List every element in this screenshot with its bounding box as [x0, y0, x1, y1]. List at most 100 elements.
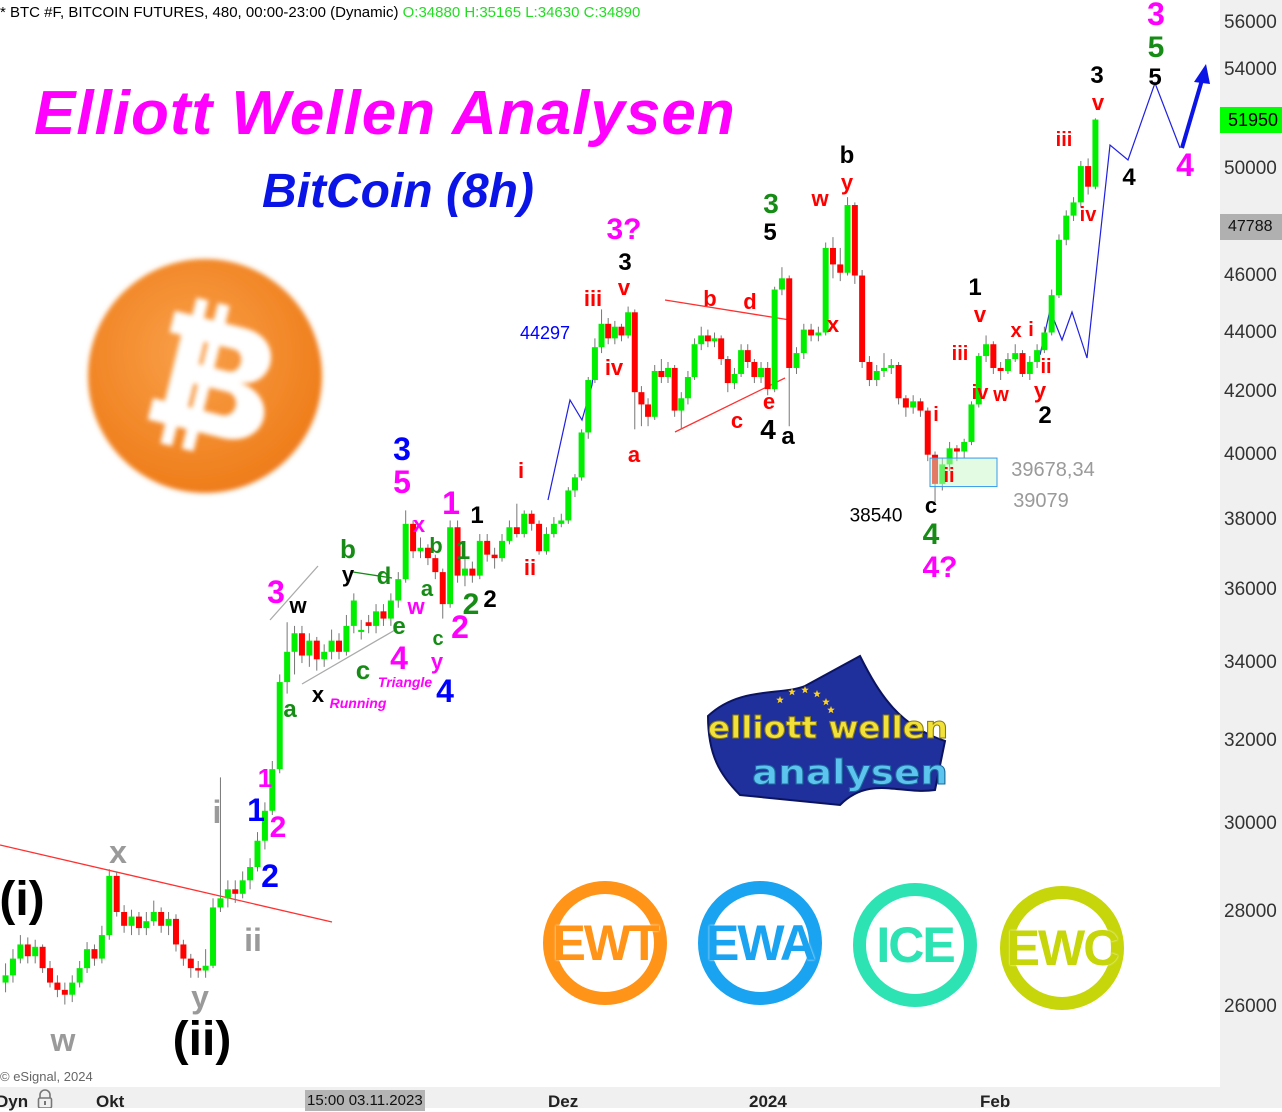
- wave-label: ii: [1040, 356, 1052, 378]
- wave-label: a: [781, 423, 795, 450]
- candle-body: [461, 568, 468, 576]
- candle-body: [684, 376, 691, 399]
- chart-plot-area[interactable]: * BTC #F, BITCOIN FUTURES, 480, 00:00-23…: [0, 0, 1220, 1087]
- candle-body: [645, 404, 652, 417]
- candle: [975, 353, 982, 408]
- wave-label: 1: [247, 792, 265, 828]
- candle: [47, 960, 54, 988]
- page-title: Elliott Wellen Analysen: [34, 79, 736, 148]
- candle: [738, 344, 745, 377]
- wave-label: 39678,34: [1011, 459, 1095, 481]
- candle-body: [402, 523, 409, 580]
- wave-label: iv: [971, 382, 989, 404]
- candle-body: [476, 540, 483, 576]
- price-axis[interactable]: 56000 54000 50000 46000 44000 42000 40000 38000…: [1220, 0, 1282, 1087]
- price-tick: 54000: [1224, 58, 1277, 80]
- candle: [895, 361, 902, 405]
- candle-body: [150, 911, 157, 922]
- wave-label: 4: [1176, 147, 1194, 183]
- candle-body: [565, 490, 572, 521]
- candle-body: [651, 370, 658, 417]
- wave-label: b: [340, 534, 356, 564]
- candle-body: [598, 323, 605, 348]
- candle-body: [306, 640, 313, 656]
- price-tick: 42000: [1224, 381, 1277, 403]
- candle: [651, 364, 658, 420]
- star-icon: [822, 698, 830, 706]
- candle: [718, 335, 725, 365]
- wave-label: x: [412, 512, 426, 537]
- instrument-info: * BTC #F, BITCOIN FUTURES, 480, 00:00-23…: [0, 4, 399, 21]
- candle-body: [895, 364, 902, 399]
- candle-body: [837, 264, 844, 273]
- candle-body: [298, 633, 305, 656]
- wave-label: 4: [390, 640, 408, 676]
- candle: [1063, 210, 1070, 246]
- candle: [195, 960, 202, 978]
- candle-body: [217, 898, 224, 908]
- candle-body: [851, 205, 858, 276]
- candle: [54, 975, 61, 998]
- candle: [84, 942, 91, 973]
- wave-label: 1: [455, 535, 471, 565]
- candle-body: [1055, 239, 1062, 296]
- connector-line: [352, 571, 393, 579]
- candle: [543, 527, 550, 555]
- candle: [866, 356, 873, 387]
- lock-icon[interactable]: [36, 1089, 54, 1108]
- wave-label: b: [839, 142, 855, 169]
- wave-label: 2: [269, 811, 287, 844]
- candle: [165, 911, 172, 936]
- candle: [484, 534, 491, 562]
- time-tick: Feb: [980, 1092, 1011, 1111]
- candle: [968, 401, 975, 446]
- wave-label: 5: [1148, 64, 1162, 91]
- candle: [276, 674, 283, 774]
- candle: [395, 572, 402, 608]
- candle-body: [343, 625, 350, 652]
- time-axis[interactable]: Dyn Okt 15:00 03.11.2023 Dez 2024 Feb: [0, 1087, 1282, 1111]
- candle-body: [328, 640, 335, 652]
- time-tick: Dez: [548, 1092, 579, 1111]
- candle: [1012, 344, 1019, 362]
- wave-label: a: [420, 576, 434, 601]
- wave-label: 4: [1122, 164, 1136, 191]
- candle-body: [822, 247, 829, 333]
- candle-body: [1048, 295, 1055, 333]
- candle: [469, 561, 476, 583]
- wave-label: 4: [922, 518, 940, 551]
- candle: [106, 869, 113, 940]
- candle: [261, 802, 268, 850]
- candle: [684, 370, 691, 405]
- candle: [158, 907, 165, 933]
- candle: [424, 544, 431, 566]
- candle: [698, 326, 705, 351]
- candle-body: [691, 344, 698, 377]
- candle: [343, 614, 350, 656]
- candle: [69, 975, 76, 1003]
- candle-body: [432, 558, 439, 573]
- candle-body: [365, 622, 372, 626]
- candle-body: [815, 332, 822, 336]
- candle: [658, 359, 665, 384]
- candle: [837, 247, 844, 282]
- candle: [32, 939, 39, 964]
- candle-body: [1034, 350, 1041, 362]
- candle-body: [658, 370, 665, 377]
- candle: [631, 309, 638, 430]
- candle: [851, 202, 858, 284]
- candle: [2, 963, 9, 993]
- wave-label: d: [743, 289, 757, 314]
- candle-body: [859, 275, 866, 362]
- wave-label: 2: [451, 609, 469, 645]
- wave-label: Running: [329, 695, 387, 711]
- star-icon: [827, 706, 835, 714]
- candle: [917, 398, 924, 417]
- candle-body: [232, 889, 239, 894]
- candle: [1019, 350, 1026, 377]
- candle: [808, 323, 815, 342]
- wave-label: iii: [583, 286, 603, 311]
- candle-body: [997, 367, 1004, 371]
- copyright: © eSignal, 2024: [0, 1069, 93, 1084]
- dynamic-label[interactable]: Dyn: [0, 1092, 29, 1111]
